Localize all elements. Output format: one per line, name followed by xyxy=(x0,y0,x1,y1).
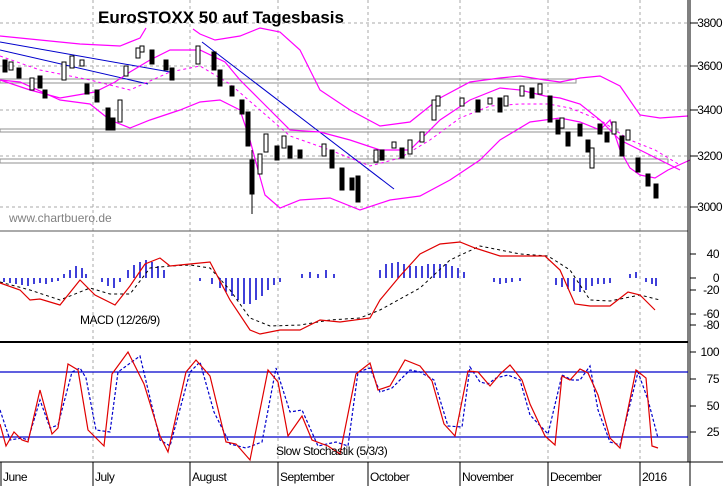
stoch-tick-25: 25 xyxy=(706,425,720,439)
candlesticks xyxy=(2,45,659,214)
macd-line xyxy=(0,241,656,335)
y-tick-3200: 3200 xyxy=(697,149,722,163)
chart-title: EuroSTOXX 50 auf Tagesbasis xyxy=(98,8,344,27)
x-label-november: November xyxy=(462,470,514,484)
x-label-october: October xyxy=(370,470,410,484)
x-label-september: September xyxy=(280,470,335,484)
x-label-june: June xyxy=(3,470,28,484)
watermark: www.chartbuero.de xyxy=(9,211,112,225)
macd-tick-minus80: -80 xyxy=(703,318,719,332)
x-label-2016: 2016 xyxy=(642,470,667,484)
macd-tick-40: 40 xyxy=(706,247,720,261)
stoch-tick-75: 75 xyxy=(706,372,720,386)
stoch-tick-100: 100 xyxy=(700,345,719,359)
x-label-december: December xyxy=(550,470,602,484)
y-axis-ticks xyxy=(689,0,698,486)
bollinger-middle xyxy=(0,55,681,167)
stoch-tick-50: 50 xyxy=(706,399,720,413)
y-tick-3800: 3800 xyxy=(697,16,722,30)
stoch-d-line xyxy=(0,354,659,449)
stochastic-label: Slow Stochastik (5/3/3) xyxy=(276,444,388,458)
stoch-k-line xyxy=(0,350,659,462)
macd-signal-line xyxy=(0,245,661,327)
x-label-august: August xyxy=(192,470,227,484)
macd-tick-minus20: -20 xyxy=(703,283,719,297)
x-label-july: July xyxy=(95,470,115,484)
bollinger-bands xyxy=(0,27,691,211)
macd-tick-0: 0 xyxy=(712,271,720,285)
macd-label: MACD (12/26/9) xyxy=(80,313,160,327)
x-axis-ticks xyxy=(0,462,641,486)
y-tick-3600: 3600 xyxy=(697,59,722,73)
macd-tick-minus60: -60 xyxy=(703,307,719,321)
macd-histogram xyxy=(3,260,657,304)
y-tick-3000: 3000 xyxy=(697,200,722,214)
y-tick-3400: 3400 xyxy=(697,103,722,117)
